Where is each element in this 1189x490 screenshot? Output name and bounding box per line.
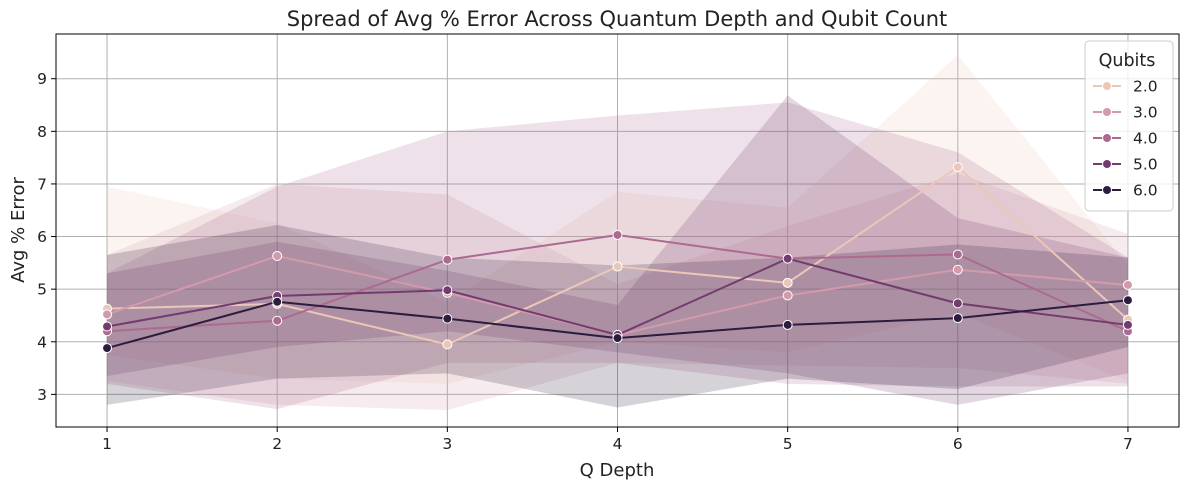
y-tick-label: 3 <box>37 386 47 404</box>
series-3.0-band <box>107 173 1128 411</box>
y-tick-label: 8 <box>37 123 47 141</box>
y-tick-label: 7 <box>37 175 47 193</box>
x-axis-label: Q Depth <box>580 460 655 481</box>
series-3.0-point <box>1122 279 1133 290</box>
series-lines <box>102 162 1133 354</box>
series-4.0-point <box>952 249 963 260</box>
series-3.0-point <box>952 264 963 275</box>
legend-entry-label: 5.0 <box>1133 156 1158 174</box>
legend-swatch-marker <box>1102 159 1112 169</box>
y-tick-label: 4 <box>37 333 47 351</box>
series-5.0-point <box>952 298 963 309</box>
legend-title: Qubits <box>1099 51 1156 71</box>
y-tick-label: 9 <box>37 70 47 88</box>
series-3.0-point <box>102 309 113 320</box>
legend: Qubits 2.0 3.0 4.0 5.0 6.0 <box>1084 40 1174 212</box>
x-tick-label: 7 <box>1123 435 1133 453</box>
x-tick-label: 6 <box>953 435 963 453</box>
series-2.0-point <box>952 162 963 173</box>
legend-swatch-marker <box>1102 107 1112 117</box>
series-4.0-point <box>272 315 283 326</box>
series-4.0-point <box>612 229 623 240</box>
series-5.0-point <box>782 253 793 264</box>
x-tick-label: 3 <box>442 435 452 453</box>
series-5.0-point <box>442 285 453 296</box>
series-6.0-point <box>1122 295 1133 306</box>
y-tick-label: 5 <box>37 281 47 299</box>
series-2.0-point <box>442 339 453 350</box>
chart-title: Spread of Avg % Error Across Quantum Dep… <box>287 7 948 31</box>
series-6.0-point <box>612 333 623 344</box>
series-4.0-band <box>107 102 1128 410</box>
confidence-bands <box>107 55 1128 411</box>
x-tick-label: 5 <box>783 435 793 453</box>
x-tick-label: 4 <box>613 435 623 453</box>
series-3.0-point <box>782 290 793 301</box>
series-4.0-point <box>442 254 453 265</box>
legend-swatch-marker <box>1102 81 1112 91</box>
x-tick-label: 2 <box>272 435 282 453</box>
series-6.0-point <box>272 296 283 307</box>
legend-entry-label: 4.0 <box>1133 130 1158 148</box>
legend-entry-label: 3.0 <box>1133 104 1158 122</box>
series-2.0-point <box>782 277 793 288</box>
series-5.0-band <box>107 95 1128 405</box>
legend-entry-label: 2.0 <box>1133 78 1158 96</box>
series-3.0-point <box>272 251 283 262</box>
x-tick-label: 1 <box>102 435 112 453</box>
y-axis-label: Avg % Error <box>8 177 29 283</box>
y-tick-label: 6 <box>37 228 47 246</box>
series-2.0-point <box>612 261 623 272</box>
grid <box>56 34 1179 427</box>
legend-swatch-marker <box>1102 185 1112 195</box>
series-6.0-point <box>782 319 793 330</box>
series-6.0-point <box>102 343 113 354</box>
legend-swatch-marker <box>1102 133 1112 143</box>
series-5.0-point <box>1122 319 1133 330</box>
series-6.0-point <box>442 313 453 324</box>
series-6.0-band <box>107 224 1128 408</box>
series-5.0-point <box>102 321 113 332</box>
legend-entry-label: 6.0 <box>1133 182 1158 200</box>
series-6.0-point <box>952 313 963 324</box>
axis-ticks: 1 2 3 4 5 6 7 3 4 5 6 7 8 9 <box>37 70 1133 453</box>
series-2.0-band <box>107 55 1128 384</box>
